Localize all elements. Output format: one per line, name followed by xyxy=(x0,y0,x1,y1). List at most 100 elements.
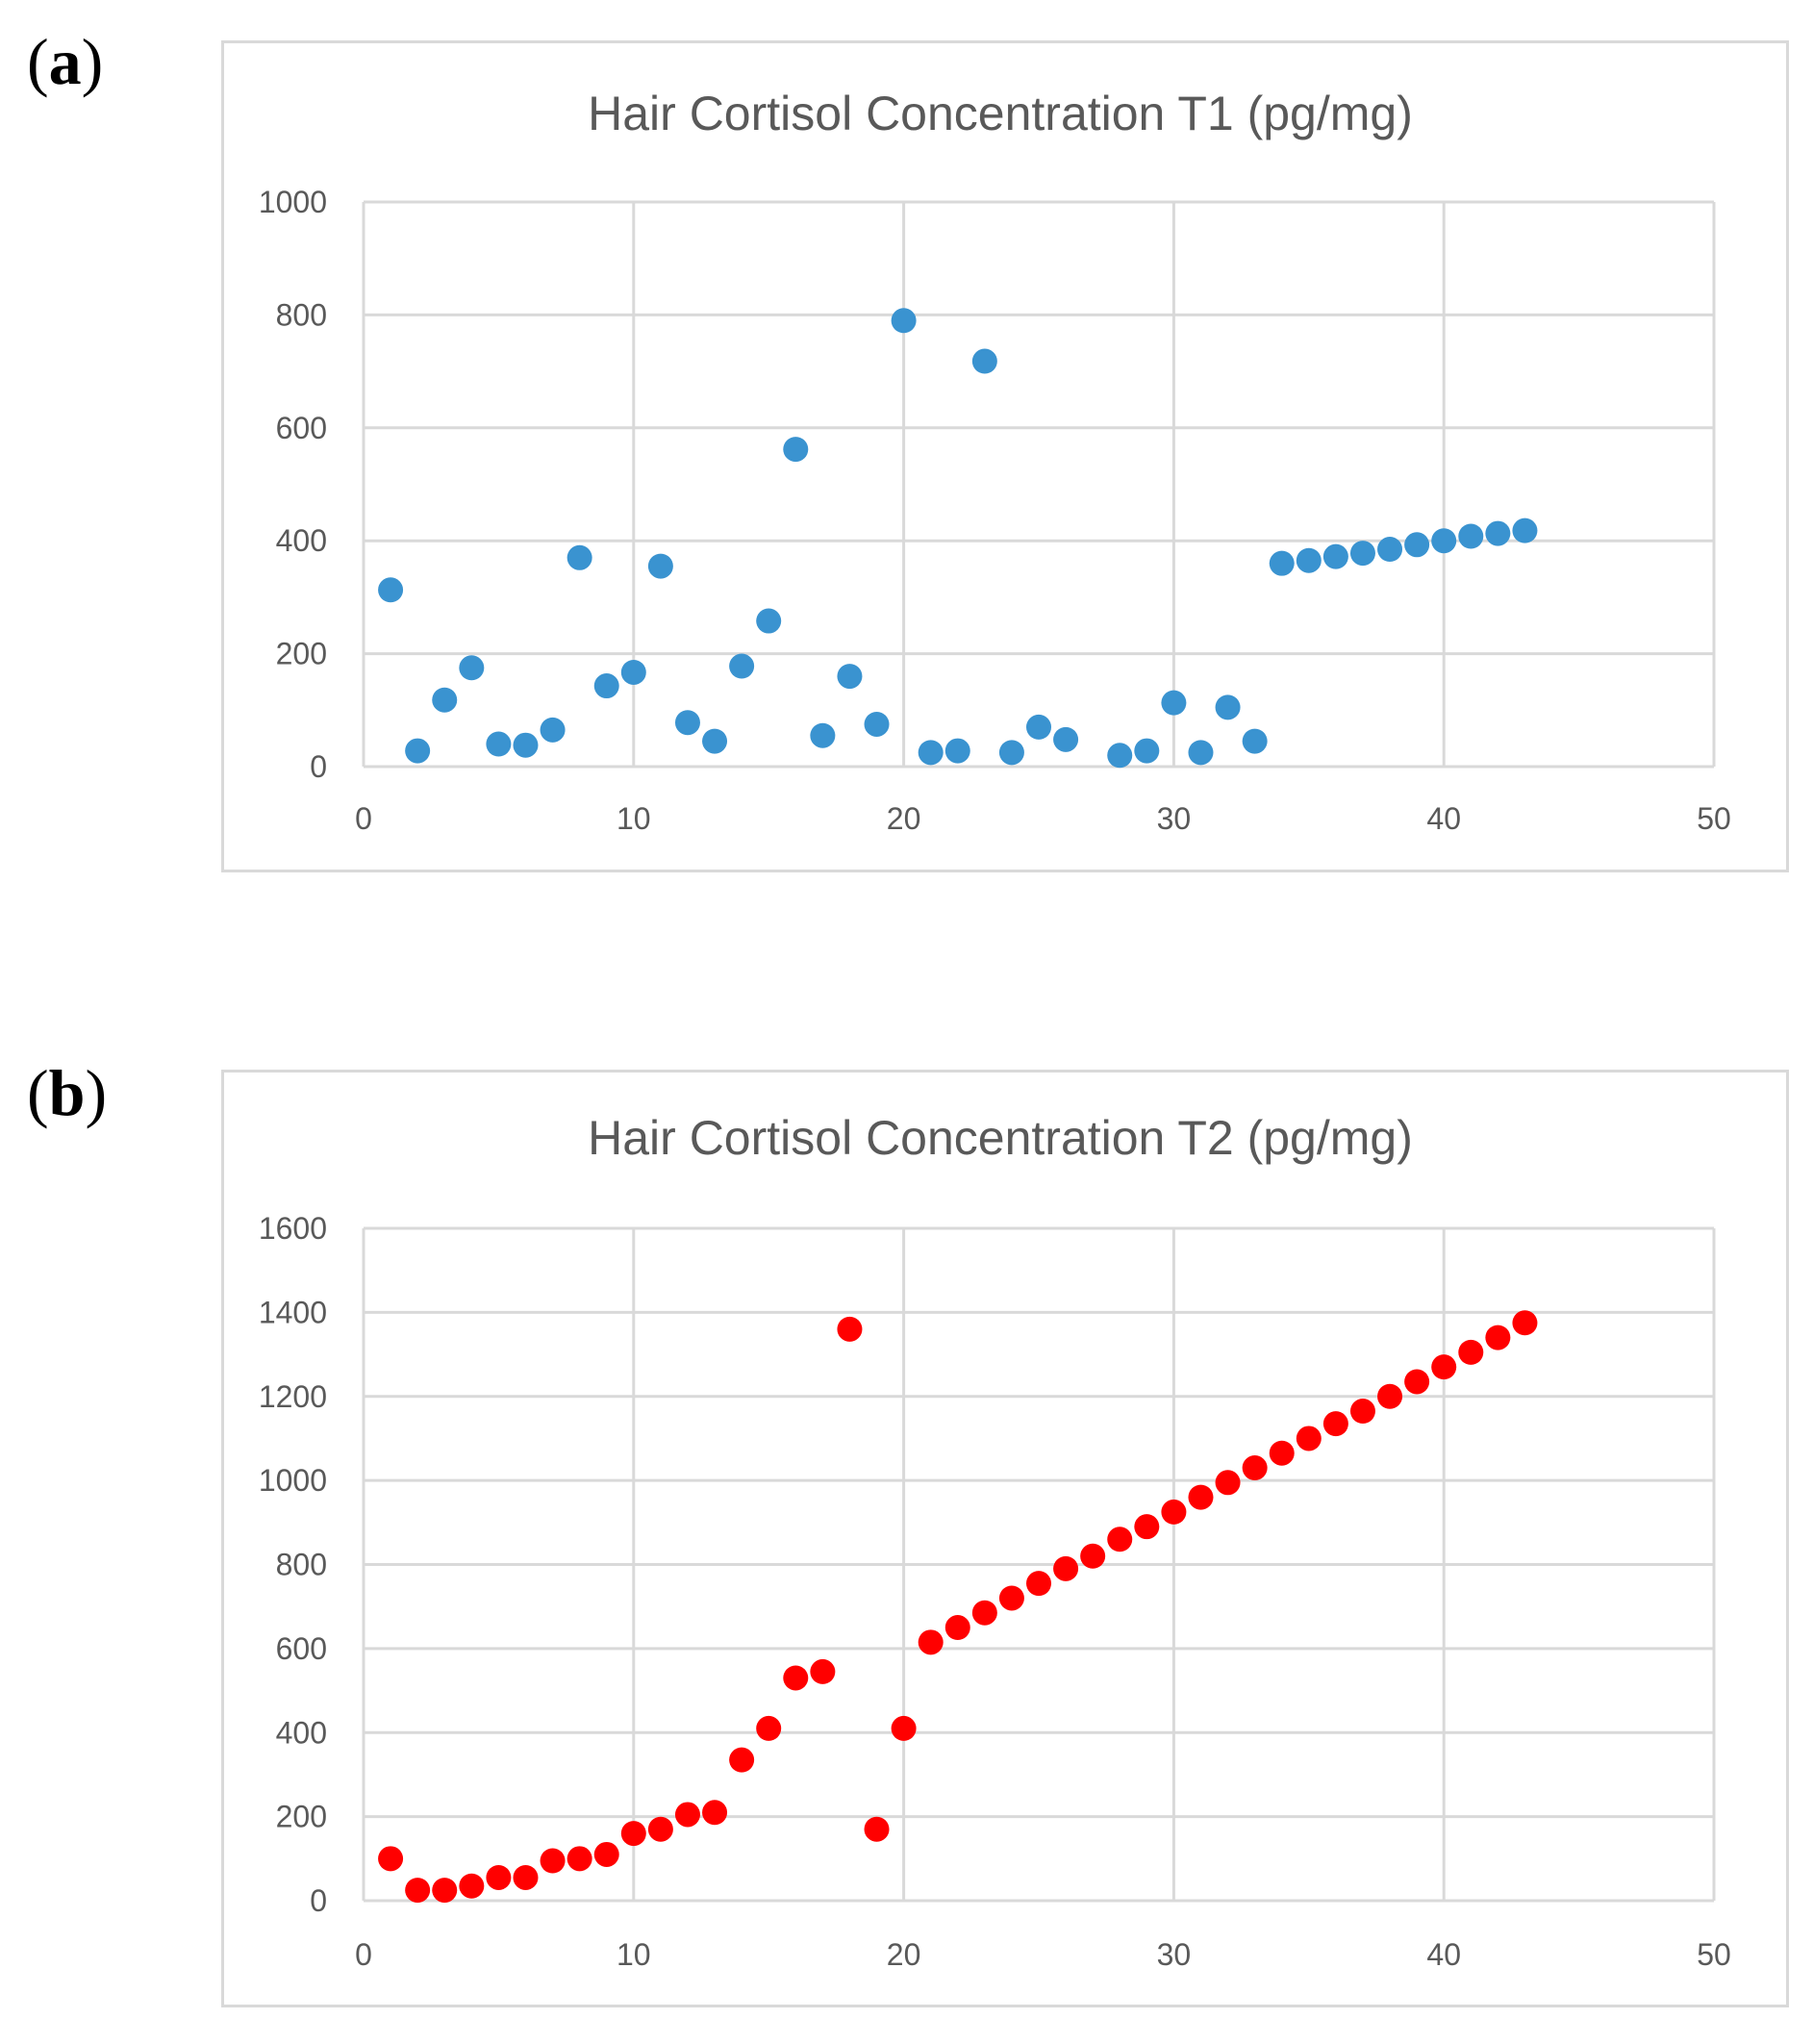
x-tick-label: 40 xyxy=(1426,801,1461,836)
data-point xyxy=(567,544,592,570)
data-point xyxy=(459,1873,485,1899)
panel-label-b-letter: b xyxy=(48,1056,86,1129)
x-tick-label: 0 xyxy=(355,1937,372,1972)
data-point xyxy=(378,1846,404,1872)
chart-frame-t2 xyxy=(221,1070,1789,2007)
y-tick-label: 1400 xyxy=(259,1295,327,1329)
data-point xyxy=(729,653,755,679)
data-point xyxy=(1349,1399,1375,1425)
data-point xyxy=(647,553,673,579)
data-point xyxy=(1134,738,1160,764)
data-point xyxy=(1188,1484,1214,1510)
data-point xyxy=(1322,543,1348,569)
data-point xyxy=(1458,1339,1484,1365)
data-point xyxy=(1431,1354,1457,1380)
data-point xyxy=(998,740,1024,766)
data-point xyxy=(1377,537,1403,563)
data-point xyxy=(513,1864,539,1890)
y-tick-label: 800 xyxy=(276,1548,327,1582)
data-point xyxy=(432,687,458,713)
data-point xyxy=(513,732,539,758)
data-point xyxy=(729,1747,755,1773)
data-point xyxy=(1080,1543,1106,1569)
chart-frame-t1 xyxy=(221,40,1789,872)
chart-title: Hair Cortisol Concentration T1 (pg/mg) xyxy=(588,87,1413,140)
y-tick-label: 400 xyxy=(276,1715,327,1750)
x-tick-label: 20 xyxy=(887,801,921,836)
data-point xyxy=(1053,1555,1079,1581)
data-point xyxy=(1431,528,1457,554)
data-point xyxy=(1296,1426,1322,1451)
x-tick-label: 0 xyxy=(355,801,372,836)
data-point xyxy=(1377,1383,1403,1409)
data-point xyxy=(1512,1310,1538,1336)
data-point xyxy=(1349,541,1375,567)
panel-label-a-letter: a xyxy=(48,25,82,98)
y-tick-label: 800 xyxy=(276,297,327,332)
data-point xyxy=(540,717,566,743)
x-tick-label: 10 xyxy=(617,1937,651,1972)
data-point xyxy=(1296,547,1322,573)
chart-title: Hair Cortisol Concentration T2 (pg/mg) xyxy=(588,1111,1413,1165)
y-tick-label: 200 xyxy=(276,1800,327,1834)
data-point xyxy=(1215,694,1241,720)
data-point xyxy=(702,1800,728,1826)
data-point xyxy=(1269,1440,1295,1466)
data-point xyxy=(1026,1571,1051,1597)
data-point xyxy=(593,673,619,699)
y-tick-label: 0 xyxy=(310,749,327,784)
data-point xyxy=(783,1665,809,1691)
data-point xyxy=(944,1615,970,1641)
data-point xyxy=(1242,728,1268,754)
y-tick-label: 1000 xyxy=(259,185,327,219)
data-point xyxy=(810,722,836,748)
panel-label-b-open: ( xyxy=(27,1056,49,1129)
x-tick-label: 50 xyxy=(1697,1937,1731,1972)
data-point xyxy=(620,659,646,685)
data-point xyxy=(1458,523,1484,549)
data-point xyxy=(1161,1499,1187,1525)
panel-label-b: (b) xyxy=(27,1060,107,1125)
panel-label-a: (a) xyxy=(27,29,103,94)
data-point xyxy=(971,348,997,374)
data-point xyxy=(864,1816,890,1842)
data-point xyxy=(1485,1325,1511,1350)
data-point xyxy=(459,655,485,681)
data-point xyxy=(1161,690,1187,716)
panel-label-b-close: ) xyxy=(85,1056,108,1129)
data-point xyxy=(432,1878,458,1904)
data-point xyxy=(702,728,728,754)
x-tick-label: 40 xyxy=(1426,1937,1461,1972)
data-point xyxy=(864,711,890,737)
data-point xyxy=(567,1846,592,1872)
data-point xyxy=(891,1715,917,1741)
data-point xyxy=(1107,743,1133,769)
x-tick-label: 20 xyxy=(887,1937,921,1972)
y-tick-label: 400 xyxy=(276,523,327,558)
data-point xyxy=(891,308,917,334)
data-point xyxy=(837,664,863,690)
data-point xyxy=(405,738,431,764)
x-tick-label: 30 xyxy=(1157,1937,1192,1972)
data-point xyxy=(837,1316,863,1342)
y-tick-label: 0 xyxy=(310,1883,327,1918)
panel-label-a-open: ( xyxy=(27,25,49,98)
data-point xyxy=(1322,1411,1348,1437)
data-point xyxy=(1242,1455,1268,1481)
data-point xyxy=(756,1715,782,1741)
data-point xyxy=(540,1848,566,1874)
data-point xyxy=(918,740,944,766)
y-tick-label: 1600 xyxy=(259,1211,327,1246)
data-point xyxy=(944,738,970,764)
data-point xyxy=(620,1821,646,1847)
data-point xyxy=(918,1629,944,1655)
data-point xyxy=(486,731,512,757)
y-tick-label: 600 xyxy=(276,411,327,445)
data-point xyxy=(1026,714,1051,740)
y-tick-label: 1000 xyxy=(259,1463,327,1498)
data-point xyxy=(1485,520,1511,546)
data-point xyxy=(1134,1514,1160,1540)
data-point xyxy=(378,577,404,603)
data-point xyxy=(783,437,809,463)
